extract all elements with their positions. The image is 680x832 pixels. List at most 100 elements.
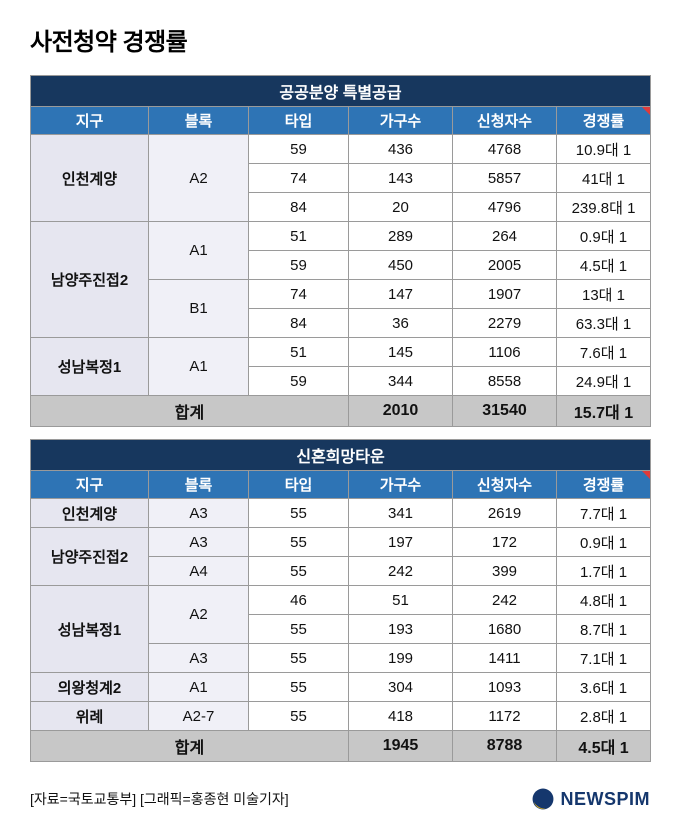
households-cell: 51	[348, 585, 453, 615]
table-row: 84 20 4796 239.8대 1	[31, 192, 651, 222]
households-cell: 20	[348, 192, 453, 222]
households-cell: 450	[348, 250, 453, 280]
households-cell: 193	[348, 614, 453, 644]
table-row: 성남복정1 A2 46 51 242 4.8대 1	[30, 585, 652, 673]
type-cell: 59	[248, 366, 349, 396]
applicants-cell: 8558	[452, 366, 557, 396]
rate-cell: 8.7대 1	[555, 614, 652, 644]
rate-cell: 7.1대 1	[555, 643, 652, 673]
households-cell: 436	[348, 134, 453, 164]
applicants-cell: 4796	[452, 192, 557, 222]
footer: [자료=국토교통부] [그래픽=홍종현 미술기자] NEWSPIM	[30, 788, 650, 810]
applicants-cell: 2279	[452, 308, 557, 338]
table-row: 인천계양 A3 55 341 2619 7.7대 1	[30, 498, 652, 528]
rate-cell: 0.9대 1	[556, 221, 651, 251]
rate-cell: 13대 1	[556, 279, 651, 309]
column-header-3: 가구수	[348, 470, 453, 499]
applicants-cell: 2005	[452, 250, 557, 280]
households-cell: 197	[348, 527, 453, 557]
column-header-0: 지구	[30, 106, 149, 135]
rate-cell: 4.8대 1	[555, 585, 652, 615]
households-cell: 418	[348, 701, 453, 731]
newspim-logo: NEWSPIM	[532, 788, 650, 810]
type-cell: 84	[248, 192, 349, 222]
applicants-cell: 1172	[452, 701, 557, 731]
households-cell: 147	[348, 279, 453, 309]
table-row: 59 450 2005 4.5대 1	[31, 250, 651, 280]
table-row: 위례 A2-7 55 418 1172 2.8대 1	[30, 701, 652, 731]
total-label: 합계	[30, 730, 349, 762]
rate-cell: 41대 1	[556, 163, 651, 193]
block-cell: A2-7	[148, 701, 249, 731]
table-row: 74 143 5857 41대 1	[31, 163, 651, 193]
table-row: 남양주진접2 A1 51 289 264 0.9대 1	[30, 221, 651, 338]
total-applicants: 8788	[452, 730, 557, 762]
total-row: 합계 2010 31540 15.7대 1	[30, 395, 651, 427]
table-newlywed-town: 신혼희망타운 지구 블록 타입 가구수 신청자수 경쟁률 인천계양 A3 55 341 2619 7.7…	[29, 439, 652, 762]
applicants-cell: 1907	[452, 279, 557, 309]
rate-cell: 3.6대 1	[555, 672, 652, 702]
data-table: 공공분양 특별공급 지구 블록 타입 가구수 신청자수 경쟁률 인천계양 A2 59 436 4768…	[30, 75, 651, 427]
total-rate: 15.7대 1	[556, 395, 651, 427]
district-cell: 성남복정1	[30, 337, 149, 396]
source-credit: [자료=국토교통부] [그래픽=홍종현 미술기자]	[30, 791, 289, 807]
table-row: A3 55 199 1411 7.1대 1	[31, 643, 652, 673]
newspim-logo-icon	[532, 788, 554, 810]
households-cell: 242	[348, 556, 453, 586]
rate-cell: 239.8대 1	[556, 192, 651, 222]
type-cell: 55	[248, 643, 349, 673]
rate-cell: 1.7대 1	[555, 556, 652, 586]
type-cell: 51	[248, 337, 349, 367]
block-cell: A3	[148, 643, 249, 673]
total-applicants: 31540	[452, 395, 557, 427]
column-header-2: 타입	[248, 106, 349, 135]
type-cell: 55	[248, 672, 349, 702]
table-row: 인천계양 A2 59 436 4768 10.9대 1	[30, 134, 651, 222]
applicants-cell: 2619	[452, 498, 557, 528]
type-cell: 55	[248, 614, 349, 644]
block-cell: A3	[148, 498, 249, 528]
total-rate: 4.5대 1	[555, 730, 652, 762]
type-cell: 59	[248, 134, 349, 164]
applicants-cell: 5857	[452, 163, 557, 193]
type-cell: 59	[248, 250, 349, 280]
households-cell: 199	[348, 643, 453, 673]
type-cell: 84	[248, 308, 349, 338]
total-row: 합계 1945 8788 4.5대 1	[30, 730, 652, 762]
applicants-cell: 242	[452, 585, 557, 615]
district-cell: 위례	[30, 701, 149, 731]
block-cell: A3	[148, 527, 249, 557]
column-header-4: 신청자수	[452, 470, 557, 499]
applicants-cell: 1411	[452, 643, 557, 673]
households-cell: 145	[348, 337, 453, 367]
rate-cell: 7.6대 1	[556, 337, 651, 367]
block-cell: A1	[148, 337, 249, 396]
district-cell: 남양주진접2	[30, 221, 149, 338]
block-cell: A1	[148, 672, 249, 702]
applicants-cell: 1106	[452, 337, 557, 367]
column-header-5: 경쟁률	[555, 470, 652, 499]
block-cell: A2	[148, 585, 249, 644]
district-cell: 인천계양	[30, 134, 149, 222]
applicants-cell: 172	[452, 527, 557, 557]
applicants-cell: 399	[452, 556, 557, 586]
district-cell: 인천계양	[30, 498, 149, 528]
block-cell: A4	[148, 556, 249, 586]
column-header-0: 지구	[30, 470, 149, 499]
rate-cell: 10.9대 1	[556, 134, 651, 164]
block-cell: B1	[148, 279, 249, 338]
households-cell: 344	[348, 366, 453, 396]
block-cell: A1	[148, 221, 249, 280]
district-cell: 성남복정1	[30, 585, 149, 673]
type-cell: 55	[248, 498, 349, 528]
type-cell: 74	[248, 279, 349, 309]
page-title: 사전청약 경쟁률	[30, 29, 188, 56]
applicants-cell: 1680	[452, 614, 557, 644]
column-header-5: 경쟁률	[556, 106, 651, 135]
table-row: B1 74 147 1907 13대 1	[31, 279, 651, 338]
rate-cell: 2.8대 1	[555, 701, 652, 731]
applicants-cell: 4768	[452, 134, 557, 164]
households-cell: 143	[348, 163, 453, 193]
column-header-1: 블록	[148, 470, 249, 499]
